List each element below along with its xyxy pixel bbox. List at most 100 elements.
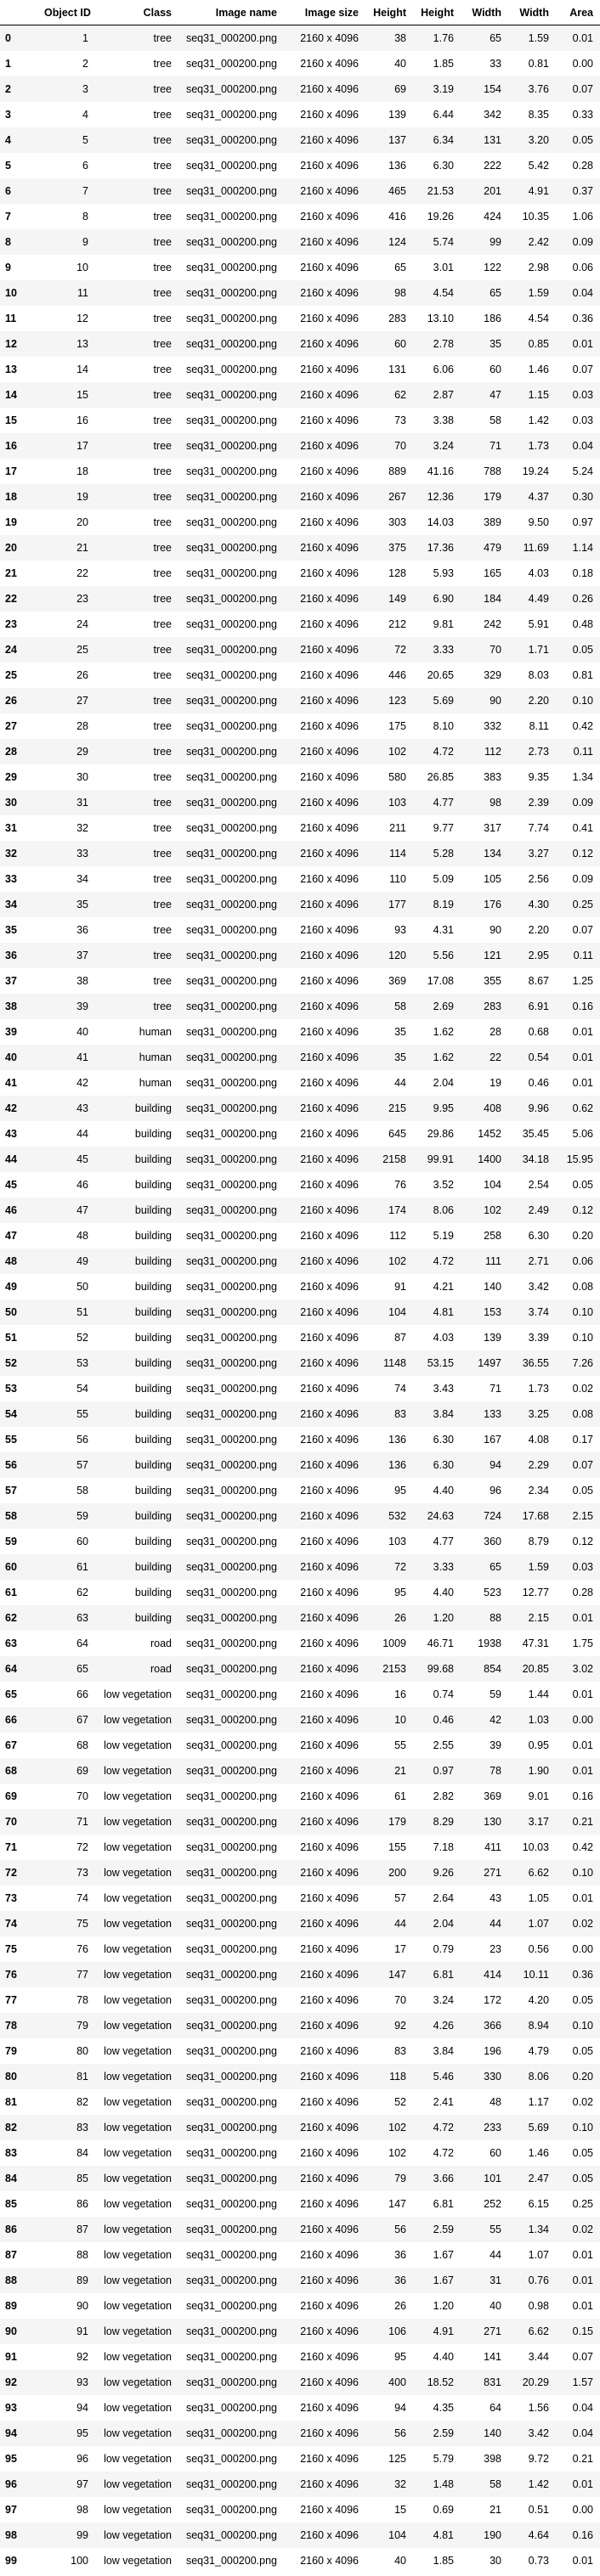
height-px-cell: 104	[388, 1306, 406, 1318]
row-index: 73	[5, 1892, 17, 1904]
table-row: 64 65 road seq31_000200.png 2160 x 4096 2153 9…	[0, 1656, 600, 1682]
header-row: Object ID Class Image name Image size He…	[0, 0, 600, 25]
height-px-cell: 76	[394, 1179, 406, 1191]
table-row: 45 46 building seq31_000200.png 2160 x 4096 7…	[0, 1172, 600, 1198]
height-pct-cell: 1.67	[433, 2274, 454, 2286]
row-index: 99	[5, 2555, 17, 2567]
width-pct-cell: 2.73	[528, 746, 549, 758]
object-id-cell: 92	[76, 2351, 88, 2363]
area-cell: 0.05	[572, 2173, 593, 2184]
image-name-cell: seq31_000200.png	[185, 567, 277, 579]
area-cell: 0.01	[572, 1688, 593, 1700]
class-cell: tree	[153, 644, 172, 656]
table-row: 37 38 tree seq31_000200.png 2160 x 4096 369 17…	[0, 968, 600, 994]
class-cell: low vegetation	[104, 2325, 172, 2337]
image-size-cell: 2160 x 4096	[300, 822, 359, 834]
height-pct-cell: 3.24	[433, 440, 454, 452]
area-cell: 0.42	[572, 720, 593, 732]
height-pct-cell: 0.69	[433, 2504, 454, 2516]
height-pct-cell: 26.85	[427, 771, 454, 783]
height-pct-cell: 1.62	[433, 1051, 454, 1063]
class-cell: low vegetation	[104, 1892, 172, 1904]
table-row: 19 20 tree seq31_000200.png 2160 x 4096 303 14…	[0, 510, 600, 535]
table-row: 47 48 building seq31_000200.png 2160 x 4096 1…	[0, 1223, 600, 1249]
image-size-cell: 2160 x 4096	[300, 924, 359, 936]
height-pct-cell: 6.30	[433, 1459, 454, 1471]
height-pct-cell: 9.95	[433, 1102, 454, 1114]
width-pct-cell: 0.81	[528, 58, 549, 70]
table-row: 28 29 tree seq31_000200.png 2160 x 4096 102 4.…	[0, 739, 600, 764]
height-px-cell: 303	[388, 516, 406, 528]
width-pct-cell: 20.85	[522, 1663, 549, 1675]
width-px-cell: 48	[490, 2096, 501, 2108]
height-px-cell: 103	[388, 797, 406, 809]
class-cell: building	[134, 1306, 172, 1318]
image-name-cell: seq31_000200.png	[185, 2529, 277, 2541]
table-row: 54 55 building seq31_000200.png 2160 x 4096 8…	[0, 1401, 600, 1427]
row-index: 47	[5, 1230, 17, 1242]
height-px-cell: 136	[388, 1459, 406, 1471]
table-row: 8 9 tree seq31_000200.png 2160 x 4096 124 5.74…	[0, 229, 600, 255]
object-id-cell: 66	[76, 1688, 88, 1700]
table-row: 23 24 tree seq31_000200.png 2160 x 4096 212 9.…	[0, 612, 600, 637]
width-px-cell: 1452	[478, 1128, 501, 1140]
width-pct-cell: 35.45	[522, 1128, 549, 1140]
object-id-cell: 89	[76, 2274, 88, 2286]
image-size-cell: 2160 x 4096	[300, 848, 359, 860]
table-row: 1 2 tree seq31_000200.png 2160 x 4096 40 1.85 3…	[0, 51, 600, 76]
image-size-cell: 2160 x 4096	[300, 2478, 359, 2490]
height-pct-cell: 6.34	[433, 134, 454, 146]
table-row: 22 23 tree seq31_000200.png 2160 x 4096 149 6.…	[0, 586, 600, 612]
table-row: 69 70 low vegetation seq31_000200.png 2160 x…	[0, 1784, 600, 1809]
object-id-cell: 74	[76, 1892, 88, 1904]
width-pct-cell: 1.44	[528, 1688, 549, 1700]
width-px-cell: 140	[484, 2427, 501, 2439]
row-index: 21	[5, 567, 17, 579]
table-row: 33 34 tree seq31_000200.png 2160 x 4096 110 5.…	[0, 866, 600, 892]
area-cell: 0.01	[572, 2274, 593, 2286]
image-name-cell: seq31_000200.png	[185, 644, 277, 656]
width-pct-cell: 2.56	[528, 873, 549, 885]
table-row: 84 85 low vegetation seq31_000200.png 2160 x…	[0, 2166, 600, 2191]
area-cell: 0.25	[572, 899, 593, 910]
height-pct-cell: 1.20	[433, 2300, 454, 2312]
image-name-cell: seq31_000200.png	[185, 389, 277, 401]
height-px-cell: 95	[394, 2351, 406, 2363]
row-index: 86	[5, 2224, 17, 2235]
area-cell: 0.30	[572, 491, 593, 503]
area-cell: 0.04	[572, 440, 593, 452]
width-pct-cell: 8.06	[528, 2071, 549, 2083]
class-cell: human	[139, 1051, 172, 1063]
class-cell: low vegetation	[104, 1969, 172, 1981]
class-cell: tree	[153, 491, 172, 503]
object-id-cell: 56	[76, 1434, 88, 1446]
object-id-cell: 73	[76, 1867, 88, 1879]
width-pct-cell: 3.44	[528, 2351, 549, 2363]
width-pct-cell: 3.42	[528, 1281, 549, 1293]
image-size-cell: 2160 x 4096	[300, 211, 359, 223]
object-id-cell: 47	[76, 1204, 88, 1216]
row-index: 0	[5, 32, 11, 44]
width-px-cell: 104	[484, 1179, 501, 1191]
image-name-cell: seq31_000200.png	[185, 1536, 277, 1547]
image-name-cell: seq31_000200.png	[185, 2427, 277, 2439]
table-row: 80 81 low vegetation seq31_000200.png 2160 x…	[0, 2064, 600, 2089]
object-id-cell: 57	[76, 1459, 88, 1471]
width-px-cell: 96	[490, 1485, 501, 1497]
height-px-cell: 200	[388, 1867, 406, 1879]
width-px-cell: 332	[484, 720, 501, 732]
row-index: 83	[5, 2147, 17, 2159]
width-px-cell: 42	[490, 1714, 501, 1726]
height-px-cell: 400	[388, 2376, 406, 2388]
table-row: 49 50 building seq31_000200.png 2160 x 4096 9…	[0, 1274, 600, 1299]
table-row: 43 44 building seq31_000200.png 2160 x 4096 6…	[0, 1121, 600, 1147]
width-pct-cell: 8.35	[528, 109, 549, 121]
row-index: 2	[5, 83, 11, 95]
object-id-cell: 86	[76, 2198, 88, 2210]
image-name-cell: seq31_000200.png	[185, 2071, 277, 2083]
image-size-cell: 2160 x 4096	[300, 567, 359, 579]
area-cell: 0.21	[572, 2453, 593, 2465]
object-id-cell: 80	[76, 2045, 88, 2057]
object-id-cell: 30	[76, 771, 88, 783]
row-index: 64	[5, 1663, 17, 1675]
